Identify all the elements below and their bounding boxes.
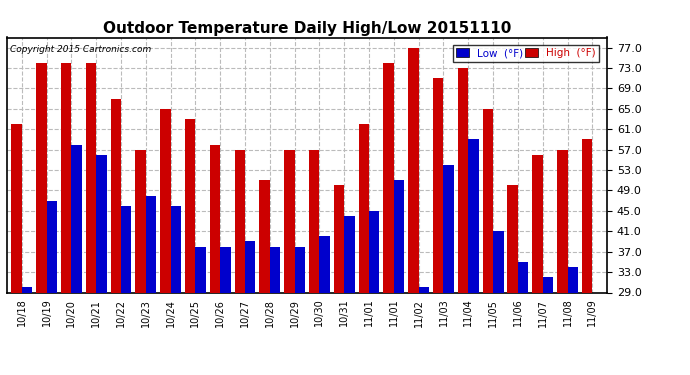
Bar — [518, 262, 529, 375]
Bar — [195, 247, 206, 375]
Bar — [284, 150, 295, 375]
Bar — [444, 165, 454, 375]
Bar — [532, 155, 543, 375]
Bar — [469, 140, 479, 375]
Text: Copyright 2015 Cartronics.com: Copyright 2015 Cartronics.com — [10, 45, 151, 54]
Bar — [210, 145, 220, 375]
Bar — [220, 247, 230, 375]
Bar — [582, 140, 592, 375]
Bar — [160, 109, 170, 375]
Bar — [235, 150, 245, 375]
Bar — [344, 216, 355, 375]
Bar — [259, 180, 270, 375]
Bar — [11, 124, 22, 375]
Bar — [334, 185, 344, 375]
Bar — [86, 63, 96, 375]
Bar — [592, 292, 603, 375]
Bar — [135, 150, 146, 375]
Bar — [567, 267, 578, 375]
Bar — [47, 201, 57, 375]
Bar — [96, 155, 107, 375]
Bar — [146, 196, 156, 375]
Bar — [22, 287, 32, 375]
Bar — [408, 48, 419, 375]
Bar — [507, 185, 518, 375]
Bar — [384, 63, 394, 375]
Bar — [270, 247, 280, 375]
Bar — [309, 150, 319, 375]
Bar — [493, 231, 504, 375]
Bar — [433, 78, 444, 375]
Bar — [121, 206, 131, 375]
Bar — [319, 236, 330, 375]
Bar — [369, 211, 380, 375]
Legend: Low  (°F), High  (°F): Low (°F), High (°F) — [453, 45, 599, 62]
Bar — [110, 99, 121, 375]
Bar — [170, 206, 181, 375]
Bar — [71, 145, 82, 375]
Bar — [394, 180, 404, 375]
Bar — [61, 63, 71, 375]
Bar — [359, 124, 369, 375]
Bar — [458, 68, 469, 375]
Bar — [419, 287, 429, 375]
Bar — [36, 63, 47, 375]
Bar — [185, 119, 195, 375]
Bar — [557, 150, 567, 375]
Bar — [543, 277, 553, 375]
Bar — [245, 242, 255, 375]
Bar — [295, 247, 305, 375]
Title: Outdoor Temperature Daily High/Low 20151110: Outdoor Temperature Daily High/Low 20151… — [103, 21, 511, 36]
Bar — [483, 109, 493, 375]
